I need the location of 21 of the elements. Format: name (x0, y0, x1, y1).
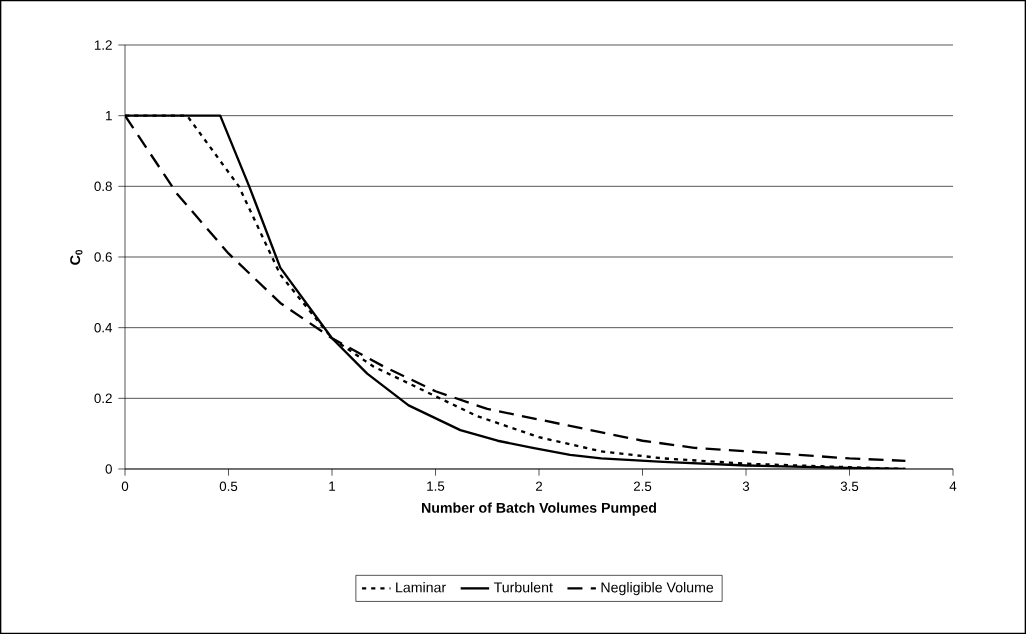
y-tick-label: 0.2 (94, 393, 112, 404)
x-tick-label: 2.5 (633, 481, 652, 491)
x-tick-label: 4 (949, 481, 957, 491)
y-tick-label: 0.4 (94, 322, 113, 333)
legend-label: Turbulent (493, 581, 553, 593)
y-tick-label: 0.6 (94, 252, 112, 262)
x-tick-label: 0.5 (219, 481, 238, 491)
x-tick-label: 1.5 (427, 481, 445, 491)
y-tick-label: 0.8 (94, 181, 112, 192)
legend-label: Negligible Volume (601, 581, 714, 596)
y-axis-title: C$_{0}$ (70, 249, 83, 265)
x-tick-label: 3.5 (840, 481, 859, 491)
x-axis-title: Number of Batch Volumes Pumped (422, 502, 656, 516)
y-tick-label: 0 (105, 464, 112, 474)
x-tick-label: 0 (121, 481, 129, 491)
legend-label: Laminar (396, 581, 446, 593)
y-tick-label: 1 (106, 111, 112, 121)
x-tick-label: 3 (742, 481, 750, 491)
x-tick-label: 1 (329, 481, 336, 491)
y-tick-label: 1.2 (94, 40, 112, 50)
x-tick-label: 2 (535, 481, 543, 491)
